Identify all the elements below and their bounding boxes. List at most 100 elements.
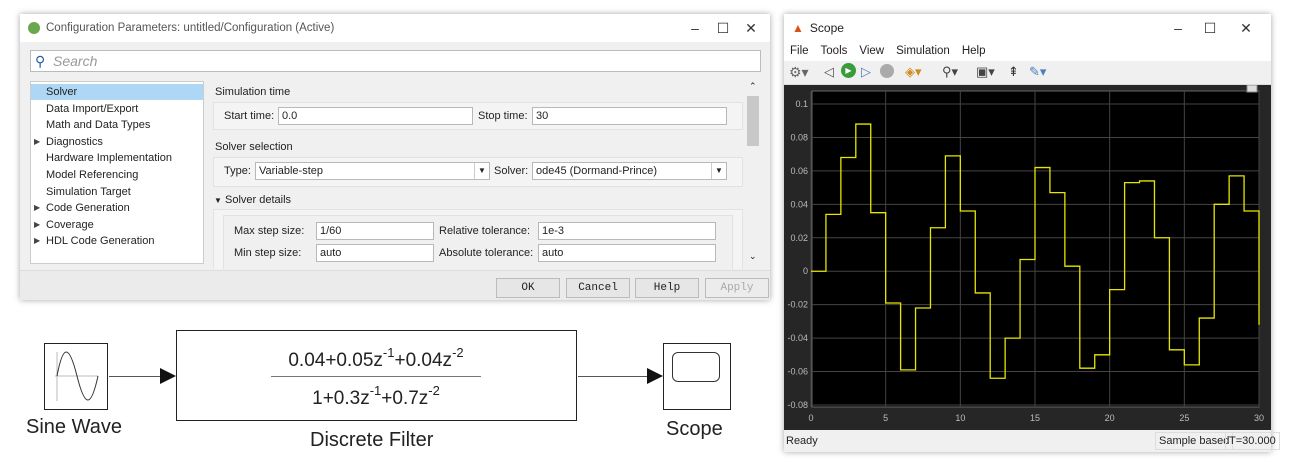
fit-axes-icon[interactable]: ▣▾	[976, 64, 995, 79]
vertical-scrollbar[interactable]: ⌃ ⌄	[746, 81, 760, 264]
status-text: Ready	[786, 435, 818, 447]
tree-item-label: Simulation Target	[46, 185, 131, 198]
num-term: 0.04+0.05z	[288, 350, 383, 371]
menu-simulation[interactable]: Simulation	[896, 45, 950, 57]
help-button[interactable]: Help	[635, 278, 699, 298]
type-select[interactable]: Variable-step ▼	[255, 162, 490, 180]
menu-tools[interactable]: Tools	[820, 45, 848, 57]
ok-button[interactable]: OK	[496, 278, 560, 298]
scope-screen-icon	[672, 352, 720, 382]
scroll-up-icon[interactable]: ⌃	[749, 81, 757, 91]
filter-numerator: 0.04+0.05z-1+0.04z-2	[177, 345, 575, 372]
y-tick-label: -0.06	[787, 367, 808, 377]
tree-item[interactable]: Hardware Implementation	[31, 150, 203, 166]
menu-file[interactable]: File	[790, 45, 809, 57]
tree-item[interactable]: ▶ HDL Code Generation	[31, 233, 203, 249]
zoom-icon[interactable]: ⚲▾	[942, 64, 959, 79]
y-tick-label: 0.04	[790, 199, 808, 209]
signal-line-1	[109, 376, 165, 377]
den-exp: -1	[369, 383, 382, 398]
min-step-input[interactable]: auto	[316, 244, 434, 262]
settings-pane: Simulation time Start time: 0.0 Stop tim…	[210, 81, 762, 269]
max-step-label: Max step size:	[234, 225, 305, 237]
abs-tol-label: Absolute tolerance:	[439, 247, 534, 259]
expand-caret-icon[interactable]: ▶	[34, 203, 41, 213]
search-icon: ⚲	[35, 53, 46, 69]
tree-item[interactable]: Model Referencing	[31, 167, 203, 183]
scope-titlebar: ▲ Scope – ☐ ✕	[784, 14, 1271, 42]
search-input[interactable]: ⚲ Search	[30, 50, 761, 72]
tree-item-label: Data Import/Export	[46, 102, 139, 115]
y-tick-label: -0.02	[787, 300, 808, 310]
menu-help[interactable]: Help	[961, 45, 986, 57]
arrow-head-icon	[160, 368, 176, 384]
x-tick-label: 15	[1030, 413, 1040, 423]
search-placeholder: Search	[53, 53, 98, 69]
type-value: Variable-step	[259, 165, 323, 177]
max-step-input[interactable]: 1/60	[316, 222, 434, 240]
config-window: Configuration Parameters: untitled/Confi…	[20, 14, 770, 300]
y-tick-label: 0.06	[790, 166, 808, 176]
tree-item[interactable]: ▶ Coverage	[31, 217, 203, 233]
tree-item-label: Coverage	[46, 218, 94, 231]
expand-caret-icon[interactable]: ▶	[34, 136, 41, 146]
maximize-button[interactable]: ☐	[1203, 20, 1217, 36]
stop-icon[interactable]	[880, 64, 894, 78]
scroll-down-icon[interactable]: ⌄	[749, 251, 757, 261]
category-tree: Solver Data Import/Export Math and Data Ty…	[30, 81, 204, 264]
style-icon[interactable]: ✎▾	[1029, 64, 1047, 79]
solver-select[interactable]: ode45 (Dormand-Prince) ▼	[532, 162, 727, 180]
tree-item[interactable]: Simulation Target	[31, 184, 203, 200]
stop-time-input[interactable]: 30	[532, 107, 727, 125]
simulink-icon	[28, 22, 40, 34]
tree-item[interactable]: ▶ Code Generation	[31, 200, 203, 216]
start-time-input[interactable]: 0.0	[278, 107, 473, 125]
rel-tol-input[interactable]: 1e-3	[538, 222, 716, 240]
tree-item-label: Diagnostics	[46, 135, 103, 148]
sine-wave-label: Sine Wave	[26, 416, 122, 438]
tree-item-label: HDL Code Generation	[46, 235, 155, 248]
tree-item[interactable]: ▶ Diagnostics	[31, 134, 203, 150]
trigger-icon[interactable]: ⇞	[1008, 64, 1019, 79]
tree-item[interactable]: Solver	[31, 84, 203, 100]
type-label: Type:	[224, 165, 251, 177]
highlight-icon[interactable]: ◈▾	[905, 64, 922, 79]
step-back-icon[interactable]: ◁	[824, 64, 834, 79]
dropdown-arrow-icon: ▼	[474, 163, 489, 179]
close-button[interactable]: ✕	[745, 20, 757, 36]
apply-button[interactable]: Apply	[705, 278, 769, 298]
num-exp: -1	[382, 345, 395, 360]
scroll-thumb[interactable]	[747, 96, 759, 146]
num-term: +0.04z	[394, 350, 453, 371]
sine-wave-icon	[55, 351, 99, 401]
tree-item[interactable]: Data Import/Export	[31, 101, 203, 117]
settings-gear-icon[interactable]: ⚙▾	[789, 64, 809, 80]
step-forward-icon[interactable]: ▷	[861, 64, 871, 79]
menu-view[interactable]: View	[859, 45, 885, 57]
sine-wave-block[interactable]	[44, 343, 108, 410]
cancel-button[interactable]: Cancel	[566, 278, 630, 298]
close-button[interactable]: ✕	[1240, 20, 1252, 36]
y-tick-label: -0.08	[787, 400, 808, 410]
scope-chart: 0.1 0.08 0.06 0.04 0.02 0 -0.02 -0.04 -0.06 -0.08…	[787, 85, 1264, 423]
den-exp: -2	[428, 383, 440, 398]
solver-details-toggle[interactable]: ▼ Solver details	[214, 194, 291, 206]
minimize-button[interactable]: –	[1174, 20, 1182, 36]
tree-item-label: Hardware Implementation	[46, 152, 172, 165]
expand-caret-icon[interactable]: ▶	[34, 219, 41, 229]
run-icon[interactable]: ▶	[841, 63, 856, 78]
signal-line-2	[578, 376, 650, 377]
tree-item[interactable]: Math and Data Types	[31, 117, 203, 133]
discrete-filter-block[interactable]: 0.04+0.05z-1+0.04z-2 1+0.3z-1+0.7z-2	[176, 330, 577, 421]
solver-selection-heading: Solver selection	[215, 141, 293, 153]
y-tick-label: 0	[803, 266, 808, 276]
scope-block[interactable]	[663, 343, 731, 410]
num-exp: -2	[452, 345, 464, 360]
dropdown-arrow-icon: ▼	[711, 163, 726, 179]
tree-item-label: Model Referencing	[46, 169, 139, 181]
tree-item-label: Solver	[46, 86, 78, 98]
expand-caret-icon[interactable]: ▶	[34, 236, 41, 246]
minimize-button[interactable]: –	[691, 20, 699, 36]
abs-tol-input[interactable]: auto	[538, 244, 716, 262]
maximize-button[interactable]: ☐	[716, 20, 730, 36]
